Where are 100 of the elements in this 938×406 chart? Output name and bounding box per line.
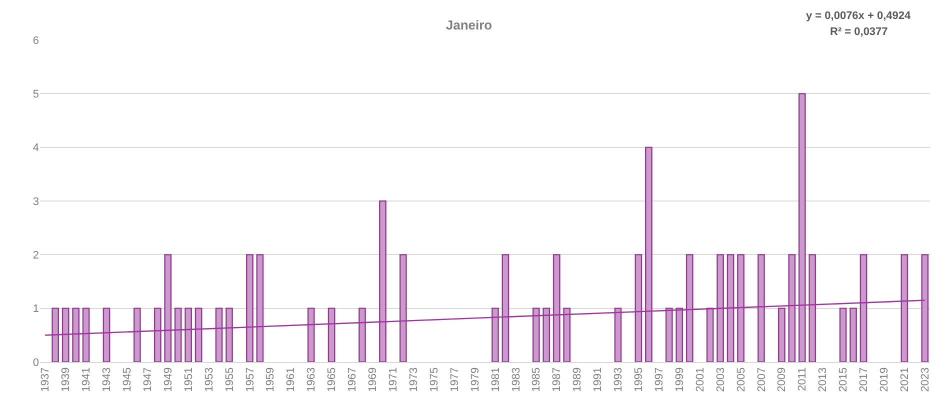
bar — [850, 308, 857, 362]
bar — [399, 254, 407, 362]
bar — [686, 254, 694, 362]
x-tick-label: 1947 — [142, 367, 154, 392]
x-tick-label: 1937 — [40, 367, 52, 392]
y-tick-label: 0 — [32, 356, 39, 369]
x-tick-label: 1995 — [633, 367, 646, 392]
x-tick-label: 1939 — [60, 367, 72, 392]
bar — [726, 254, 734, 362]
bar — [82, 308, 90, 362]
x-tick-label: 2015 — [838, 367, 850, 392]
bar — [798, 93, 806, 362]
bar — [194, 308, 202, 362]
x-tick-label: 1979 — [469, 367, 482, 392]
bar — [154, 308, 162, 362]
x-tick-label: 1941 — [80, 367, 93, 392]
bar — [808, 254, 816, 362]
x-tick-label: 1977 — [448, 367, 461, 392]
bar — [860, 254, 868, 362]
bar — [184, 308, 192, 362]
x-tick-label: 1999 — [674, 367, 686, 392]
bar — [502, 254, 510, 362]
x-tick-label: 2017 — [858, 367, 870, 392]
x-tick-label: 1981 — [490, 367, 502, 392]
bar — [328, 308, 336, 362]
bar — [563, 308, 571, 362]
x-tick-label: 1997 — [653, 367, 666, 392]
y-tick-label: 2 — [32, 250, 39, 262]
text: R² = 0,0377 — [830, 26, 888, 38]
x-tick-label: 1949 — [162, 367, 174, 392]
bar — [758, 254, 765, 362]
bar — [614, 308, 622, 362]
x-tick-label: 2019 — [878, 367, 891, 392]
x-tick-label: 2021 — [899, 367, 912, 392]
text: y = 0,0076x + 0,4924 — [806, 10, 912, 22]
bar — [634, 254, 642, 362]
bar — [788, 254, 796, 362]
bar — [542, 308, 550, 362]
bar — [676, 308, 684, 362]
bar — [134, 308, 141, 362]
x-tick-label: 1975 — [428, 367, 440, 392]
x-tick-label: 2005 — [735, 367, 748, 392]
x-tick-label: 1971 — [388, 367, 400, 392]
x-tick-label: 2023 — [919, 367, 932, 392]
bar — [256, 254, 264, 362]
y-tick-label: 4 — [32, 142, 39, 154]
x-tick-label: 1985 — [530, 367, 543, 392]
x-tick-label: 1993 — [612, 367, 625, 392]
bar — [645, 146, 652, 362]
x-tick-label: 1967 — [346, 367, 359, 392]
x-tick-label: 2011 — [796, 367, 809, 392]
y-tick-label: 5 — [32, 88, 39, 101]
x-tick-label: 1989 — [572, 367, 584, 392]
bar — [102, 308, 110, 362]
bar — [174, 308, 182, 362]
bar — [226, 308, 233, 362]
x-tick-label: 1955 — [224, 367, 236, 392]
x-tick-label: 1959 — [264, 367, 277, 392]
bar — [921, 254, 929, 362]
bar — [737, 254, 744, 362]
y-tick-label: 1 — [32, 303, 39, 316]
x-tick-label: 1969 — [367, 367, 380, 392]
x-tick-label: 1943 — [101, 367, 114, 392]
bar — [52, 308, 60, 362]
x-tick-label: 1953 — [203, 367, 216, 392]
x-tick-label: 2007 — [756, 367, 768, 392]
x-tick-label: 1961 — [285, 367, 298, 392]
bar — [215, 308, 223, 362]
bar — [62, 308, 70, 362]
x-tick-label: 2001 — [694, 367, 706, 392]
x-tick-label: 1951 — [182, 367, 195, 392]
y-tick-label: 3 — [32, 196, 39, 208]
x-tick-label: 1963 — [306, 367, 318, 392]
x-tick-label: 1965 — [326, 367, 338, 392]
x-tick-label: 2013 — [817, 367, 830, 392]
bar — [72, 308, 80, 362]
bar — [900, 254, 908, 362]
bar — [552, 254, 560, 362]
x-tick-label: 1991 — [592, 367, 604, 392]
bar — [839, 308, 847, 362]
bar — [307, 308, 315, 362]
x-tick-label: 1957 — [244, 367, 256, 392]
x-tick-label: 1983 — [510, 367, 522, 392]
bar — [492, 308, 499, 362]
bar — [706, 308, 714, 362]
bar — [358, 308, 366, 362]
bar — [778, 308, 786, 362]
x-tick-label: 1987 — [551, 367, 564, 392]
bar — [246, 254, 254, 362]
bar — [716, 254, 724, 362]
bar — [665, 308, 673, 362]
y-tick-label: 6 — [32, 34, 39, 47]
bar — [532, 308, 540, 362]
x-tick-label: 2003 — [714, 367, 727, 392]
x-tick-label: 1973 — [408, 367, 420, 392]
bar — [164, 254, 172, 362]
x-tick-label: 1945 — [122, 367, 134, 392]
x-tick-label: 2009 — [776, 367, 788, 392]
chart-title: Janeiro — [446, 17, 492, 32]
bar — [379, 200, 386, 362]
